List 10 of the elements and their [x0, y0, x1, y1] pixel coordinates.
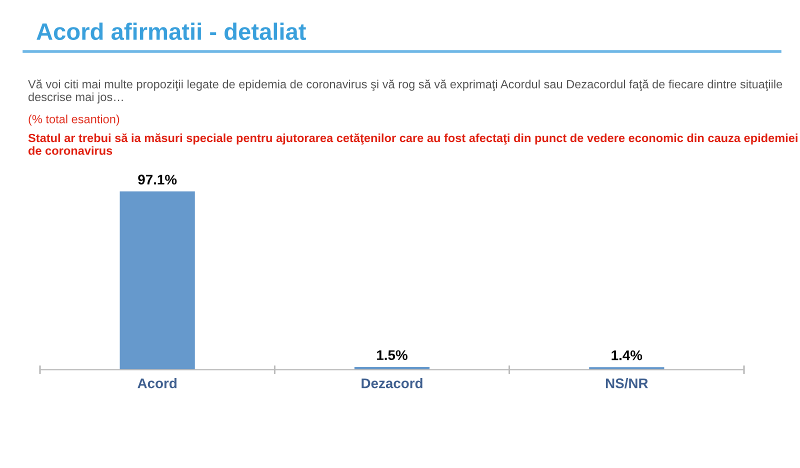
data-label: 1.5% [377, 350, 408, 360]
chart-subtitle: Vă voi citi mai multe propoziţii legate de epidemia de coronavirus şi vă rog să vă exprimaţi Acordul sau Dezacordul faţă de fiecare dintre situaţiile descrise mai jos… [28, 80, 782, 104]
x-tick-label: Dezacord [362, 378, 422, 388]
text: (% total esantion) [28, 114, 120, 126]
text: Statul ar trebui să ia măsuri speciale pentru ajutorarea cetăţenilor care au fost afectaţi din punct de vedere economic din cauza epidemiei de coronavirus [28, 133, 798, 155]
x-tick-label: NS/NR [606, 378, 648, 388]
data-label: 97.1% [138, 174, 177, 185]
x-tick-label: Acord [138, 378, 176, 388]
data-label: 1.4% [612, 350, 642, 360]
chart-title: Acord afirmatii - detaliat [36, 22, 306, 40]
